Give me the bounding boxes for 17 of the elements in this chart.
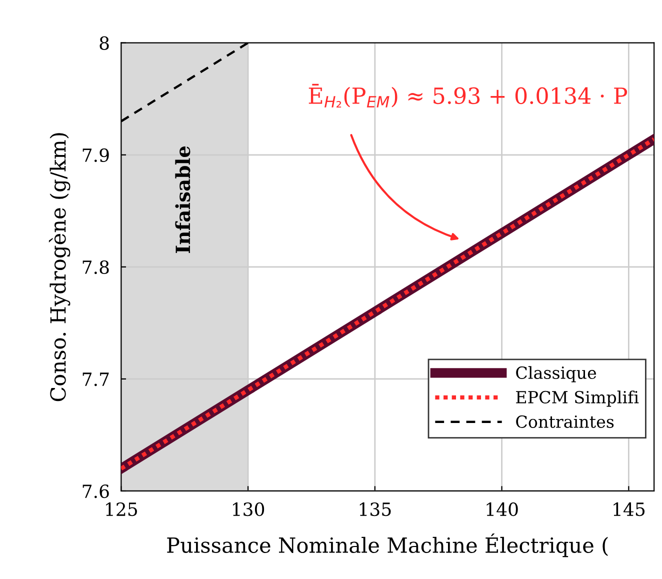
x-tick-label: 145 xyxy=(614,502,645,516)
x-tick-label: 140 xyxy=(486,502,518,516)
x-tick-label: 130 xyxy=(233,502,264,516)
y-tick-label: 7.9 xyxy=(82,148,109,162)
legend-label: EPCM Simplifi xyxy=(516,390,639,407)
x-axis-title: Puissance Nominale Machine Électrique ( xyxy=(167,533,608,558)
annotation: Ē$_{H₂}$(P$_{EM}$) ≈ 5.93 + 0.0134 · P xyxy=(308,84,628,108)
y-axis-title: Conso. Hydrogène (g/km) xyxy=(48,133,70,402)
x-tick-label: 135 xyxy=(360,502,391,516)
legend-label: Classique xyxy=(516,366,596,382)
y-tick-label: 7.6 xyxy=(82,484,109,498)
band-label: Infaisable xyxy=(175,146,190,254)
y-tick-label: 7.8 xyxy=(82,260,109,274)
legend-label: Contraintes xyxy=(516,415,614,428)
y-tick-label: 7.7 xyxy=(82,372,109,386)
x-tick-label: 125 xyxy=(106,502,137,516)
y-tick-label: 8 xyxy=(100,36,109,50)
